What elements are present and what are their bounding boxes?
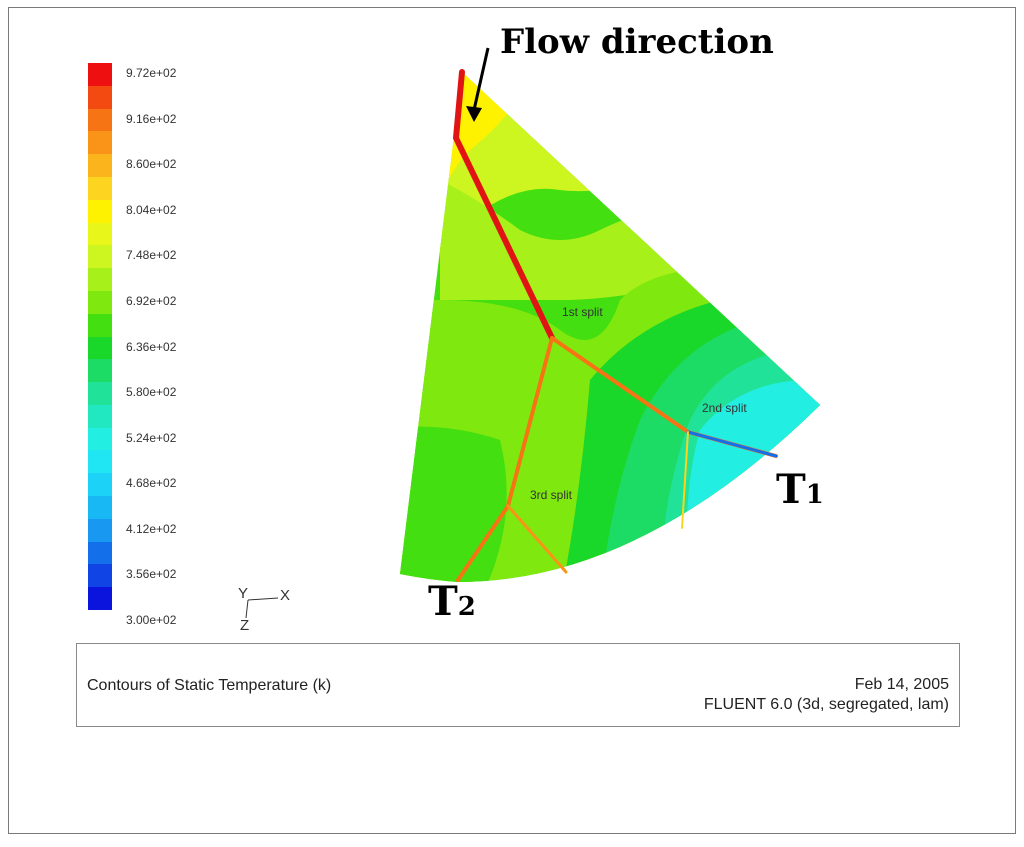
caption-meta: Feb 14, 2005 FLUENT 6.0 (3d, segregated,… bbox=[704, 675, 949, 715]
outlet-t2-label: T2 bbox=[428, 578, 476, 625]
legend-tick-label: 5.80e+02 bbox=[126, 385, 177, 400]
legend-tick-label: 4.12e+02 bbox=[126, 521, 177, 536]
legend-swatch bbox=[88, 63, 112, 87]
axis-z-label: Z bbox=[240, 617, 250, 634]
legend-tick-label: 8.60e+02 bbox=[126, 157, 177, 172]
legend-swatch bbox=[88, 473, 112, 497]
legend-swatch bbox=[88, 268, 112, 292]
legend-swatch bbox=[88, 518, 112, 543]
legend-swatch bbox=[88, 154, 112, 178]
contour-band-green-lower bbox=[400, 426, 507, 582]
legend-swatch bbox=[88, 450, 112, 474]
legend-tick-label: 7.48e+02 bbox=[126, 248, 177, 263]
legend-swatch bbox=[88, 564, 112, 588]
legend-tick-label: 8.04e+02 bbox=[126, 202, 177, 217]
legend-tick-label: 6.92e+02 bbox=[126, 293, 177, 308]
legend-tick-label: 5.24e+02 bbox=[126, 430, 177, 445]
vessel-branch-right bbox=[681, 431, 689, 529]
legend-tick-label: 3.00e+02 bbox=[126, 613, 177, 627]
legend-tick-label: 9.72e+02 bbox=[126, 66, 177, 80]
legend-swatch bbox=[88, 131, 112, 155]
axis-y-label: Y bbox=[238, 585, 249, 602]
caption-title: Contours of Static Temperature (k) bbox=[87, 677, 332, 694]
flow-arrow-shaft bbox=[472, 47, 490, 111]
vessel-inlet bbox=[453, 69, 555, 341]
legend-swatch bbox=[88, 359, 112, 383]
split-2-label: 2nd split bbox=[702, 401, 747, 415]
legend-swatch bbox=[88, 404, 112, 429]
legend-swatch bbox=[88, 313, 112, 337]
vessel-network bbox=[453, 69, 778, 582]
caption-software: FLUENT 6.0 (3d, segregated, lam) bbox=[703, 696, 949, 713]
axis-z-line bbox=[245, 599, 249, 619]
legend-swatch bbox=[88, 496, 112, 520]
legend-swatch bbox=[88, 290, 112, 315]
legend-swatch bbox=[88, 85, 112, 110]
color-legend bbox=[88, 63, 112, 611]
legend-swatch bbox=[88, 222, 112, 246]
caption-date: Feb 14, 2005 bbox=[854, 676, 949, 693]
legend-swatch bbox=[88, 245, 112, 269]
axis-x-line bbox=[247, 597, 279, 601]
legend-tick-label: 3.56e+02 bbox=[126, 567, 177, 582]
legend-tick-label: 9.16e+02 bbox=[126, 111, 177, 126]
split-1-label: 1st split bbox=[562, 305, 603, 319]
legend-swatch bbox=[88, 199, 112, 224]
legend-swatch bbox=[88, 382, 112, 406]
legend-tick-label: 4.68e+02 bbox=[126, 476, 177, 491]
axis-x-label: X bbox=[280, 587, 291, 604]
legend-swatch bbox=[88, 108, 112, 132]
legend-swatch bbox=[88, 587, 112, 611]
flow-arrow-head bbox=[466, 106, 482, 122]
vessel-outlet-t1 bbox=[686, 430, 778, 458]
split-3-label: 3rd split bbox=[530, 488, 573, 502]
legend-swatch bbox=[88, 427, 112, 451]
legend-tick-label: 6.36e+02 bbox=[126, 339, 177, 354]
vessel-branch-third bbox=[506, 504, 568, 574]
legend-swatch bbox=[88, 541, 112, 565]
outlet-t1-label: T1 bbox=[776, 466, 824, 513]
flow-direction-label: Flow direction bbox=[500, 22, 774, 62]
legend-swatch bbox=[88, 336, 112, 360]
legend-swatch bbox=[88, 176, 112, 201]
caption-box: Contours of Static Temperature (k) Feb 1… bbox=[76, 643, 960, 727]
